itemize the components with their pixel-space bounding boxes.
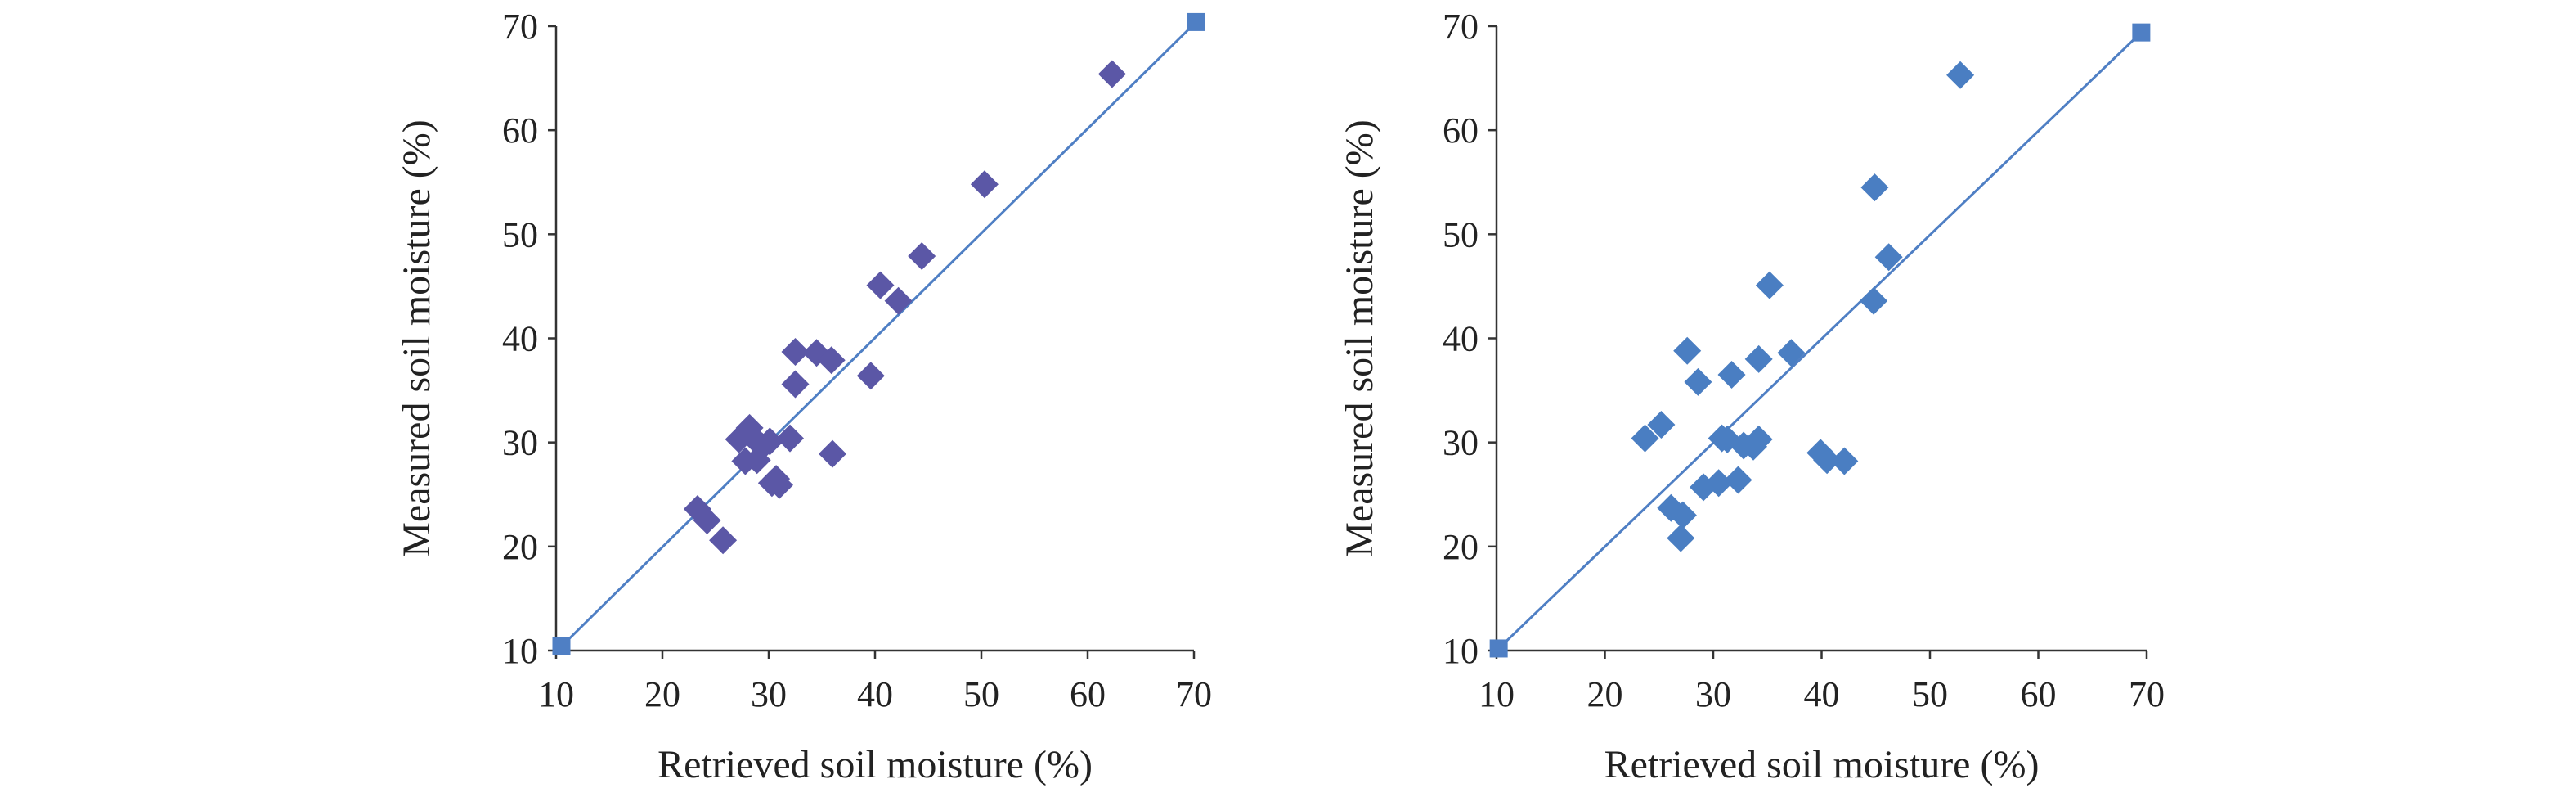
scatter-panel-left: 10 20 30 40 50 60 70 10 20 30 40 50 60 70 Retrieved so… bbox=[395, 7, 1212, 786]
x-tick-label: 40 bbox=[1804, 674, 1840, 714]
data-point bbox=[776, 424, 804, 453]
y-tick-label: 40 bbox=[1443, 319, 1479, 359]
y-tick-label: 50 bbox=[502, 214, 538, 254]
y-tick-label: 20 bbox=[502, 527, 538, 567]
reference-line-endpoint bbox=[1187, 12, 1205, 31]
data-point bbox=[781, 370, 810, 398]
y-tick-label: 70 bbox=[502, 7, 538, 47]
data-point bbox=[1744, 344, 1773, 373]
data-point bbox=[884, 286, 913, 315]
y-tick-label: 40 bbox=[502, 319, 538, 359]
data-point bbox=[1667, 524, 1695, 552]
x-tick-label: 50 bbox=[1912, 674, 1948, 714]
y-tick-label: 10 bbox=[1443, 631, 1479, 671]
y-axis-label: Measured soil moisture (%) bbox=[1338, 119, 1381, 557]
x-tick-label: 20 bbox=[644, 674, 680, 714]
data-point bbox=[1631, 424, 1659, 453]
data-point bbox=[1860, 173, 1889, 202]
x-tick-label: 70 bbox=[1176, 674, 1212, 714]
y-tick-label: 60 bbox=[1443, 110, 1479, 151]
y-tick-label: 50 bbox=[1443, 214, 1479, 254]
data-point bbox=[1724, 466, 1752, 494]
data-point bbox=[866, 271, 895, 299]
y-tick-label: 10 bbox=[502, 631, 538, 671]
y-axis-label: Measured soil moisture (%) bbox=[395, 119, 438, 557]
data-point bbox=[756, 427, 784, 456]
x-axis-label: Retrieved soil moisture (%) bbox=[657, 743, 1093, 786]
x-tick-label: 20 bbox=[1587, 674, 1623, 714]
reference-line bbox=[560, 20, 1197, 647]
data-point bbox=[1946, 61, 1975, 89]
data-point bbox=[1668, 501, 1697, 529]
x-tick-label: 30 bbox=[1695, 674, 1731, 714]
data-point bbox=[765, 471, 793, 499]
scatter-panel-right: 10 20 30 40 50 60 70 10 20 30 40 50 60 70 Retrieved so… bbox=[1338, 7, 2165, 786]
data-point bbox=[1717, 361, 1746, 389]
data-point bbox=[709, 526, 738, 555]
reference-line bbox=[1497, 31, 2143, 650]
x-tick-label: 30 bbox=[751, 674, 787, 714]
data-point bbox=[693, 507, 721, 535]
x-tick-label: 10 bbox=[1479, 674, 1515, 714]
data-point bbox=[1777, 339, 1806, 367]
data-point bbox=[970, 170, 999, 199]
data-point bbox=[1874, 243, 1903, 272]
data-point bbox=[817, 346, 846, 375]
reference-line-endpoint bbox=[1489, 639, 1508, 658]
data-point bbox=[1744, 425, 1773, 453]
data-point bbox=[1673, 336, 1702, 365]
x-tick-label: 40 bbox=[857, 674, 893, 714]
x-tick-label: 70 bbox=[2129, 674, 2165, 714]
y-tick-label: 30 bbox=[1443, 423, 1479, 463]
data-point bbox=[856, 362, 885, 390]
data-point bbox=[1097, 60, 1126, 88]
x-tick-label: 60 bbox=[1070, 674, 1106, 714]
y-tick-label: 30 bbox=[502, 423, 538, 463]
data-point bbox=[908, 242, 936, 271]
x-axis-label: Retrieved soil moisture (%) bbox=[1604, 743, 2040, 786]
y-tick-label: 70 bbox=[1443, 7, 1479, 47]
data-point bbox=[1704, 469, 1733, 498]
data-point bbox=[1830, 447, 1859, 475]
x-tick-label: 50 bbox=[963, 674, 999, 714]
x-tick-label: 10 bbox=[538, 674, 574, 714]
data-point bbox=[1647, 411, 1676, 439]
data-point bbox=[1860, 286, 1888, 315]
data-point bbox=[819, 439, 846, 468]
data-point bbox=[1684, 367, 1712, 396]
data-point bbox=[1755, 271, 1784, 299]
reference-line-endpoint bbox=[552, 637, 571, 655]
y-tick-label: 60 bbox=[502, 110, 538, 151]
data-point bbox=[1813, 446, 1842, 475]
data-point bbox=[781, 338, 810, 367]
x-tick-label: 60 bbox=[2021, 674, 2057, 714]
reference-line-endpoint bbox=[2132, 23, 2151, 42]
y-tick-label: 20 bbox=[1443, 527, 1479, 567]
